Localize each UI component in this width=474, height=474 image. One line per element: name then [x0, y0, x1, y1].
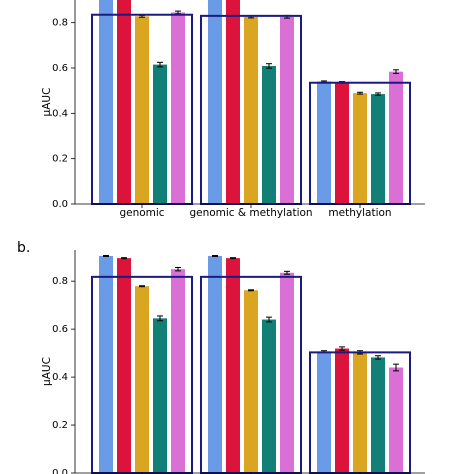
y-tick-label: 0.2 — [52, 154, 68, 165]
bar — [226, 258, 240, 473]
bar — [280, 16, 294, 205]
plot-area — [91, 255, 411, 474]
bar — [389, 71, 403, 204]
bar — [280, 272, 294, 473]
y-tick-label: 0.6 — [52, 324, 68, 335]
y-tick-label: 0.0 — [52, 468, 68, 474]
y-axis-label: μAUC — [41, 357, 53, 386]
bar — [262, 319, 276, 473]
bar — [208, 0, 222, 205]
panel-label: b. — [17, 240, 30, 256]
x-tick-label: genomic — [119, 207, 164, 219]
bar — [153, 64, 167, 204]
bar — [226, 0, 240, 205]
y-tick-label: 0.0 — [52, 199, 68, 210]
plot-area — [91, 0, 411, 205]
bar — [99, 0, 113, 205]
bar — [335, 348, 349, 473]
x-tick-label: genomic & methylation — [189, 207, 312, 219]
bar — [117, 258, 131, 473]
bar — [135, 286, 149, 473]
y-tick-label: 0.2 — [52, 420, 68, 431]
y-tick-label: 0.8 — [52, 276, 68, 287]
bar — [317, 351, 331, 473]
y-tick-label: 0.8 — [52, 18, 68, 29]
y-tick-label: 0.6 — [52, 63, 68, 74]
bar — [389, 367, 403, 473]
bar — [371, 357, 385, 473]
bar — [317, 81, 331, 204]
bar — [171, 12, 185, 205]
panel: 0.0 0.2 0.4 0.6 0.8 μAUC b. — [17, 240, 425, 474]
bar — [153, 318, 167, 473]
bar — [353, 93, 367, 204]
y-axis-label: μAUC — [41, 88, 53, 117]
y-tick-label: 0.4 — [52, 108, 68, 119]
bar — [117, 0, 131, 205]
bar — [353, 352, 367, 473]
x-tick-label: methylation — [328, 207, 391, 219]
bar — [171, 269, 185, 473]
y-tick-label: 0.4 — [52, 372, 68, 383]
bar — [99, 255, 113, 473]
panel: 0.0 0.2 0.4 0.6 0.8 genomic genomic & methylat… — [41, 0, 425, 219]
bar — [335, 82, 349, 204]
bar — [244, 290, 258, 473]
bar — [244, 17, 258, 204]
bar — [371, 94, 385, 204]
bar — [208, 255, 222, 473]
bar — [262, 65, 276, 205]
bar — [135, 16, 149, 204]
